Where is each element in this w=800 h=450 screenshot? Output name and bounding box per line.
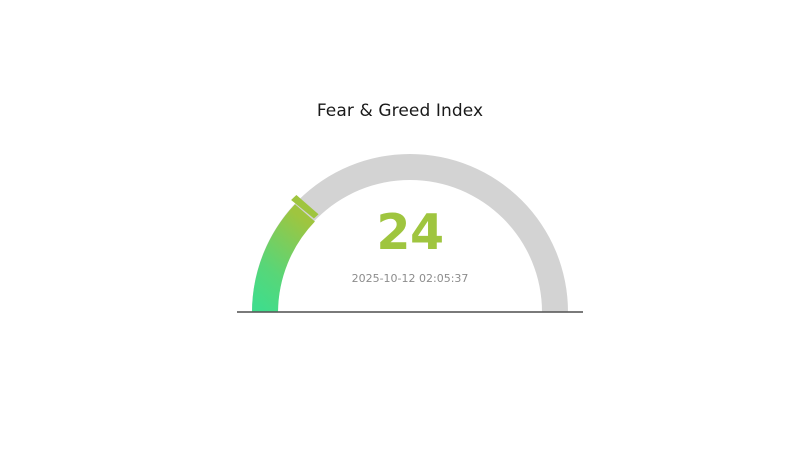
gauge-value-marker-icon xyxy=(291,195,319,219)
gauge-chart xyxy=(230,145,590,325)
gauge-value-arc xyxy=(252,204,315,312)
gauge-track xyxy=(252,154,568,312)
gauge-svg xyxy=(237,154,583,313)
page-title: Fear & Greed Index xyxy=(316,101,484,121)
gauge-baseline xyxy=(237,311,583,313)
